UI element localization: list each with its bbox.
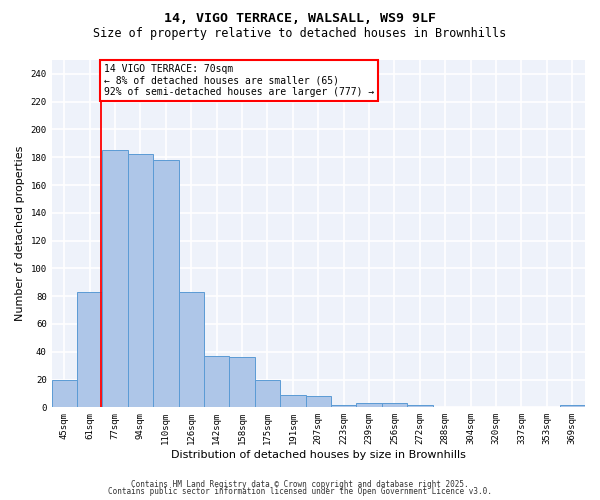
Text: Size of property relative to detached houses in Brownhills: Size of property relative to detached ho… [94,28,506,40]
Bar [52,380,77,407]
Bar [356,403,382,407]
Bar [305,396,331,407]
Text: Contains public sector information licensed under the Open Government Licence v3: Contains public sector information licen… [108,487,492,496]
Bar [331,404,356,407]
Bar [255,380,280,407]
Bar [153,160,179,408]
Bar [103,150,128,408]
Bar [382,403,407,407]
Bar [280,395,305,407]
Bar [128,154,153,408]
Text: 14 VIGO TERRACE: 70sqm
← 8% of detached houses are smaller (65)
92% of semi-deta: 14 VIGO TERRACE: 70sqm ← 8% of detached … [104,64,374,98]
Text: 14, VIGO TERRACE, WALSALL, WS9 9LF: 14, VIGO TERRACE, WALSALL, WS9 9LF [164,12,436,26]
Bar [77,292,103,408]
Bar [179,292,204,408]
Bar [229,358,255,408]
Bar [407,404,433,407]
Text: Contains HM Land Registry data © Crown copyright and database right 2025.: Contains HM Land Registry data © Crown c… [131,480,469,489]
X-axis label: Distribution of detached houses by size in Brownhills: Distribution of detached houses by size … [171,450,466,460]
Y-axis label: Number of detached properties: Number of detached properties [15,146,25,322]
Bar [204,356,229,408]
Bar [560,404,585,407]
